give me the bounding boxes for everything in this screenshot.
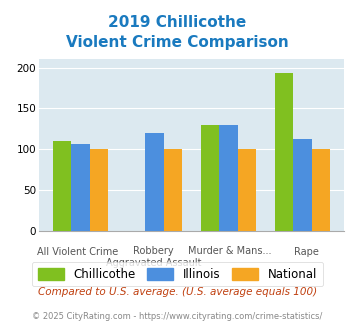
- Text: Compared to U.S. average. (U.S. average equals 100): Compared to U.S. average. (U.S. average …: [38, 287, 317, 297]
- Bar: [71, 144, 90, 231]
- Text: Murder & Mans...: Murder & Mans...: [188, 246, 272, 256]
- Bar: [275, 73, 294, 231]
- Text: © 2025 CityRating.com - https://www.cityrating.com/crime-statistics/: © 2025 CityRating.com - https://www.city…: [32, 312, 323, 321]
- Text: 2019 Chillicothe: 2019 Chillicothe: [108, 15, 247, 30]
- Bar: [90, 149, 108, 231]
- Text: Rape: Rape: [294, 247, 319, 257]
- Bar: [146, 133, 164, 231]
- Bar: [219, 125, 238, 231]
- Bar: [312, 149, 331, 231]
- Text: Robbery: Robbery: [133, 246, 174, 256]
- Legend: Chillicothe, Illinois, National: Chillicothe, Illinois, National: [32, 262, 323, 286]
- Bar: [201, 125, 219, 231]
- Bar: [53, 141, 71, 231]
- Bar: [238, 149, 256, 231]
- Text: All Violent Crime: All Violent Crime: [37, 247, 118, 257]
- Text: Aggravated Assault: Aggravated Assault: [106, 258, 201, 268]
- Bar: [294, 139, 312, 231]
- Bar: [164, 149, 182, 231]
- Text: Violent Crime Comparison: Violent Crime Comparison: [66, 35, 289, 50]
